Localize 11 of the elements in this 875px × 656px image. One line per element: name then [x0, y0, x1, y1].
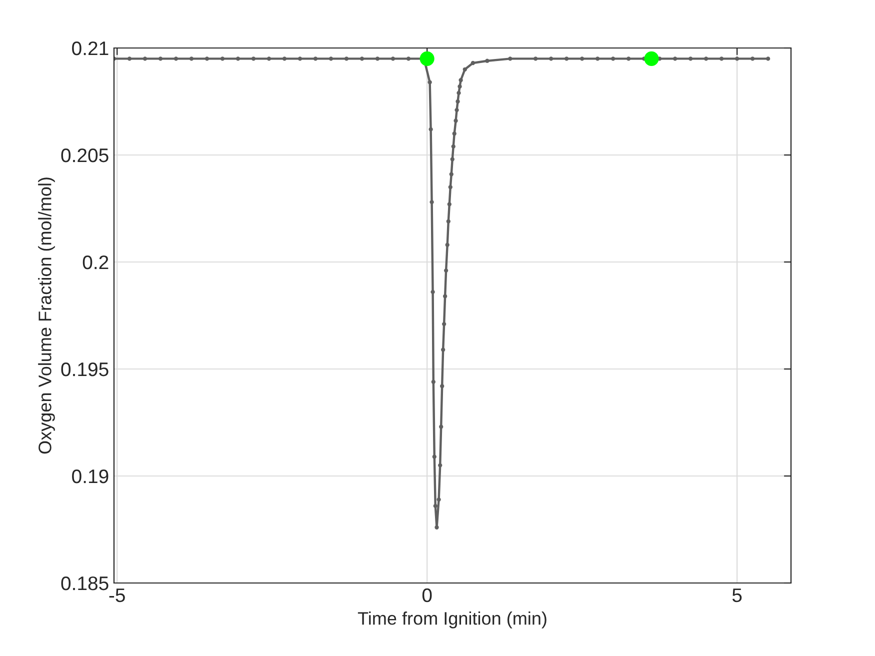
y-tick-label: 0.19	[72, 469, 108, 484]
y-tick-label: 0.185	[61, 576, 108, 590]
x-tick-label: 5	[732, 588, 742, 602]
y-tick-label: 0.2	[82, 255, 108, 270]
x-axis-title: Time from Ignition (min)	[358, 612, 546, 628]
y-axis-title: Oxygen Volume Fraction (mol/mol)	[38, 178, 55, 454]
x-tick-label: 0	[422, 588, 432, 602]
y-tick-label: 0.195	[61, 362, 108, 376]
x-tick-label: -5	[109, 588, 125, 602]
y-tick-label: 0.205	[61, 148, 108, 162]
y-tick-label: 0.21	[72, 41, 108, 56]
